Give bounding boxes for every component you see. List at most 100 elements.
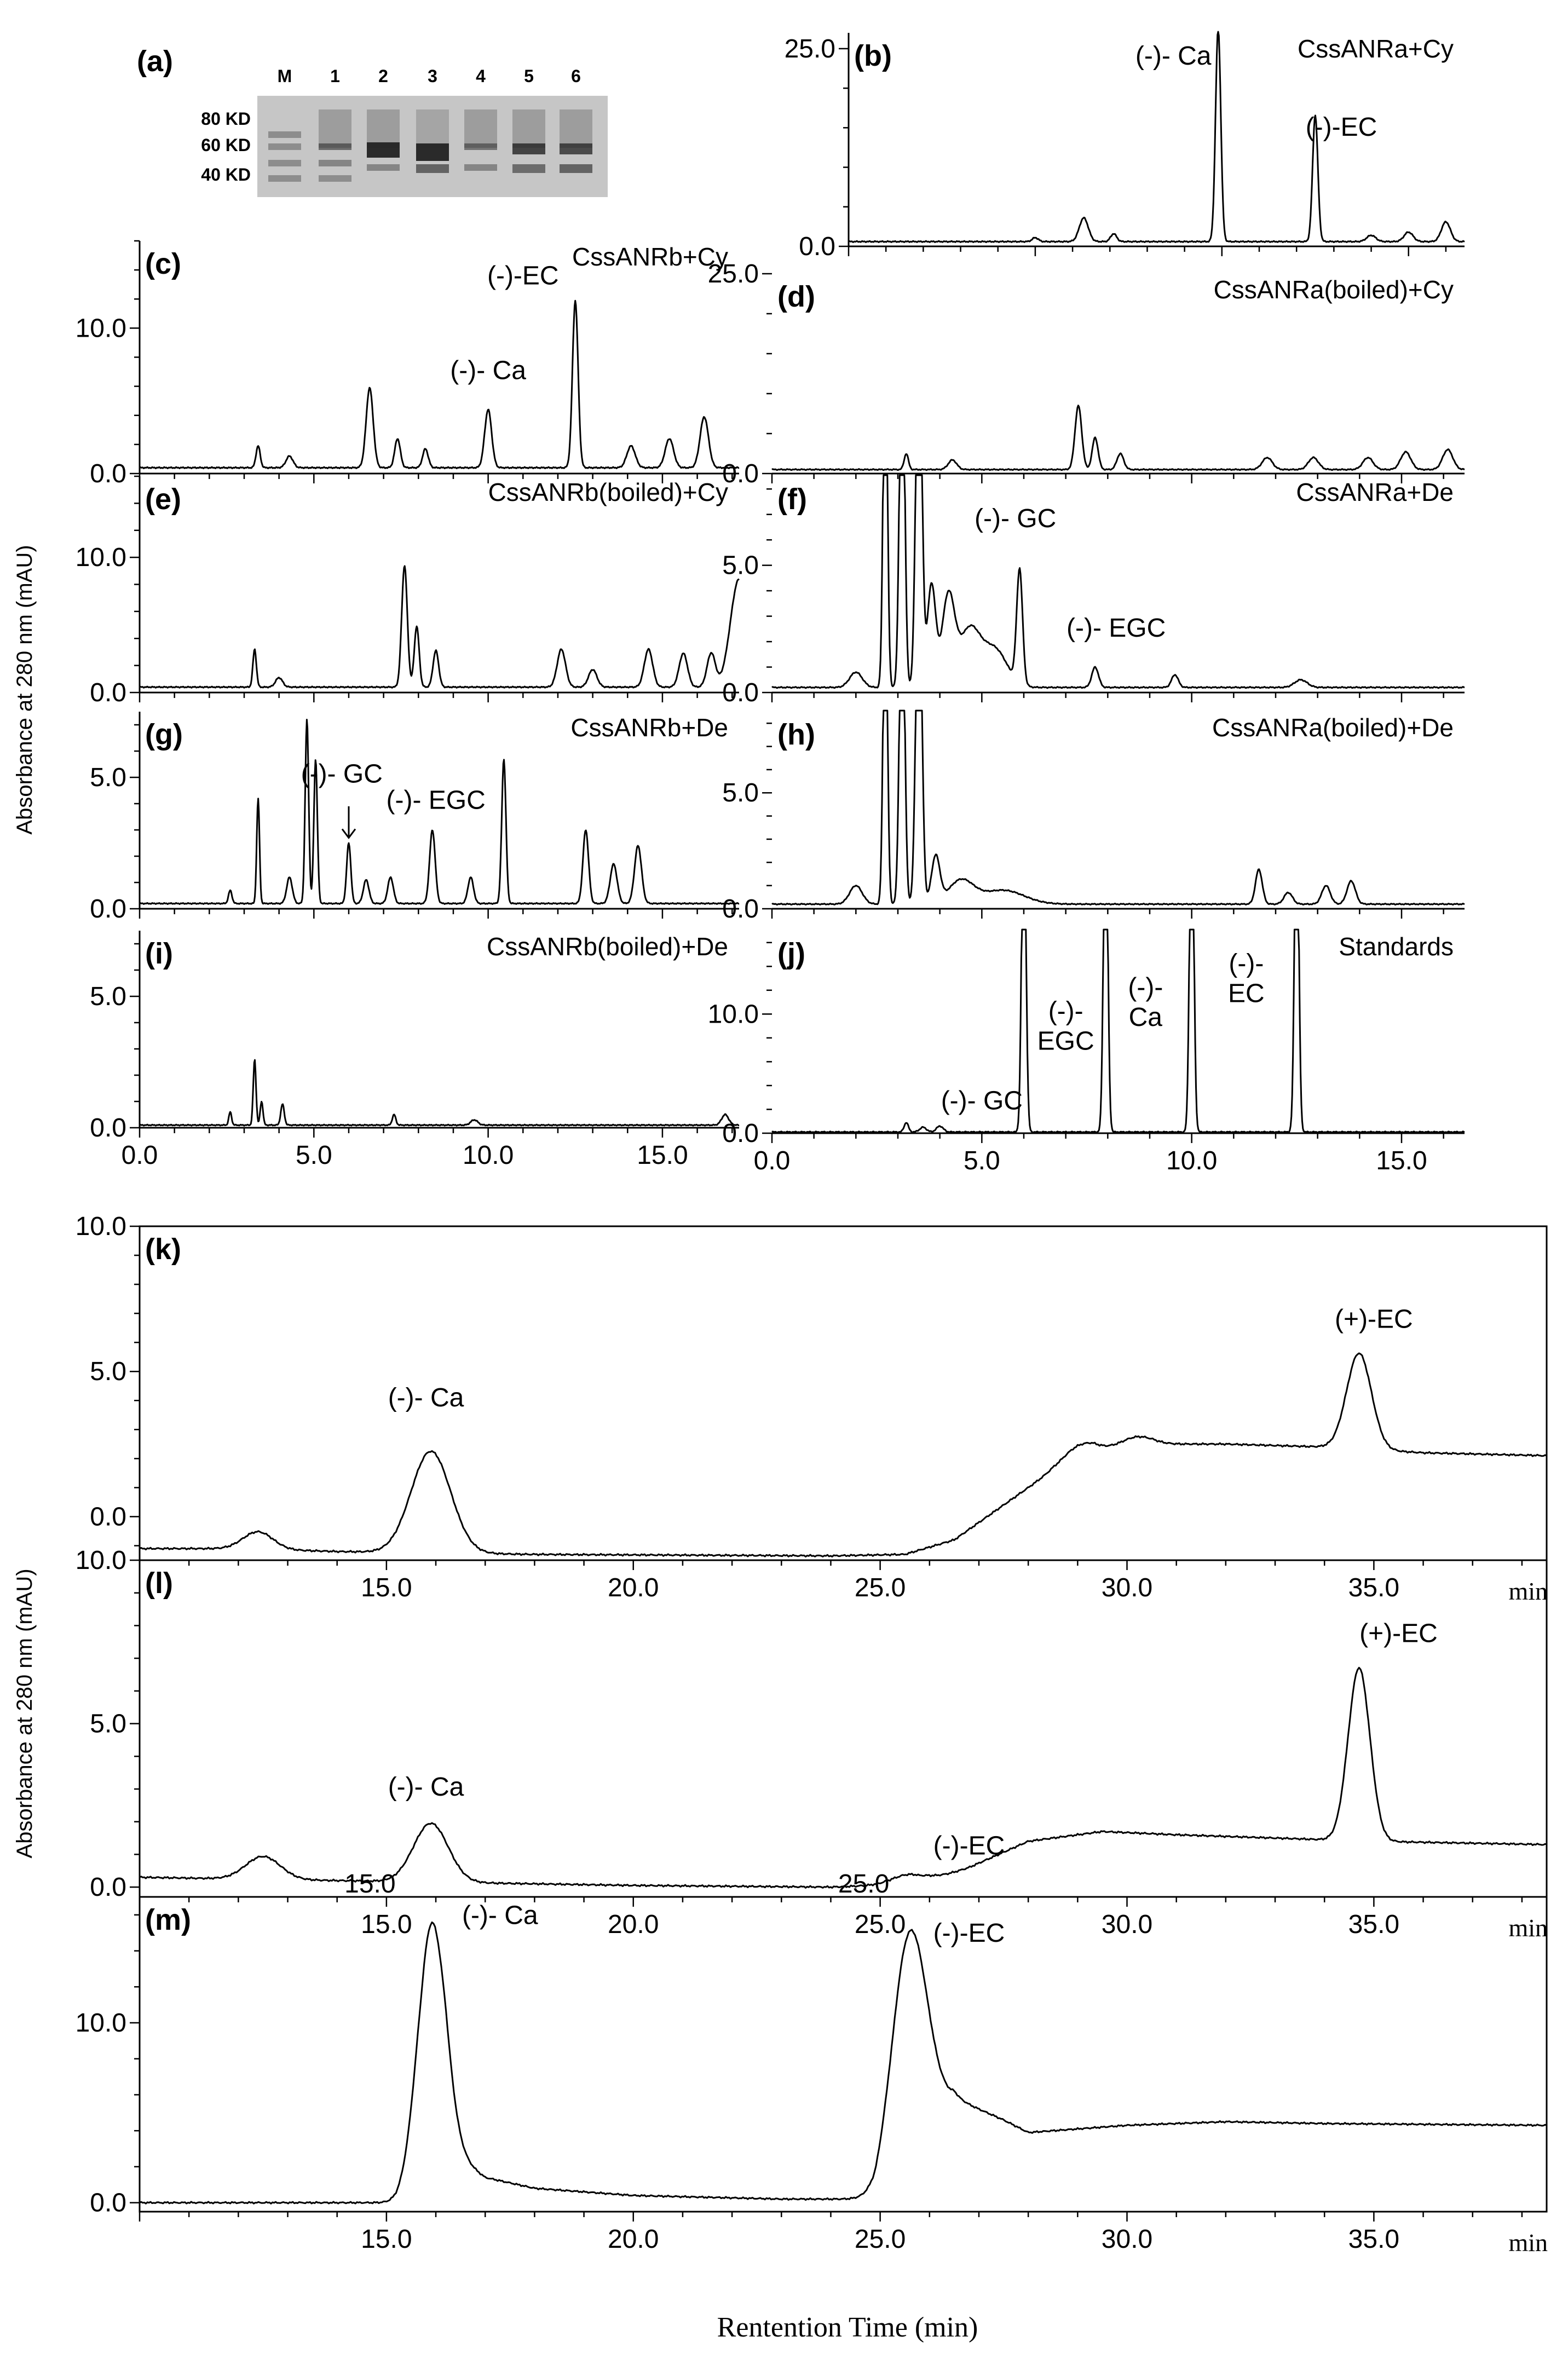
x-tick-label: 30.0 <box>1102 2225 1152 2254</box>
x-tick-label: 25.0 <box>855 2225 906 2254</box>
y-tick-label: 0.0 <box>722 1119 759 1148</box>
sample-label: CssANRa+Cy <box>1298 34 1454 63</box>
x-tick-label: 10.0 <box>1166 1146 1217 1175</box>
gel-lane-labels: M 1 2 3 4 5 6 <box>278 66 581 86</box>
chromatogram-panel-k: 0.0 5.0 10.0 15.0 20.0 25.0 30.0 35.0 min (k) (-)-… <box>76 1212 1548 1605</box>
y-tick-label: 10.0 <box>76 1212 126 1241</box>
x-tick-label: 35.0 <box>1348 1573 1399 1602</box>
chromatogram-trace <box>771 709 1465 906</box>
panel-label: (j) <box>777 937 805 970</box>
y-tick-label: 10.0 <box>76 543 126 572</box>
gel-band <box>512 109 545 148</box>
chromatogram-trace <box>139 1666 1547 1889</box>
peak-annotation: (-)- Ca <box>1135 42 1212 71</box>
gel-lane-5 <box>512 109 545 173</box>
gel-lane-4 <box>464 109 497 171</box>
peak-annotation: EC <box>1228 979 1265 1008</box>
arrow-head <box>341 828 356 839</box>
peak-annotation: (+)-EC <box>1335 1305 1413 1334</box>
y-tick-label: 10.0 <box>76 314 126 343</box>
chromatogram-trace <box>771 405 1465 471</box>
chromatogram-panel-b: 0.0 25.0 (b) CssANRa+Cy (-)- Ca (-)-EC <box>785 31 1465 261</box>
peak-annotation: (-)-EC <box>933 1919 1005 1948</box>
peak-annotation: (-)- Ca <box>388 1383 464 1412</box>
y-tick-label: 5.0 <box>90 1357 126 1386</box>
y-tick-label: 10.0 <box>76 2009 126 2038</box>
chromatogram-panels: 0.025.0 (b) CssANRa+Cy(-)- Ca(-)-EC0.010.0… <box>76 31 1548 2257</box>
peak-annotation: (-)- Ca <box>462 1901 538 1930</box>
gel-lane-6 <box>560 109 592 173</box>
y-tick-label: 5.0 <box>90 982 126 1011</box>
panel-label: (l) <box>145 1567 173 1600</box>
y-tick-label: 25.0 <box>785 34 835 64</box>
chromatogram-trace <box>139 1059 740 1127</box>
y-tick-label: 0.0 <box>90 2189 126 2218</box>
chromatogram-trace <box>771 928 1465 1134</box>
x-tick-label: 20.0 <box>608 1573 659 1602</box>
sample-label: CssANRa+De <box>1296 478 1454 506</box>
peak-annotation: (-)- Ca <box>450 356 526 385</box>
gel-band <box>319 143 351 150</box>
x-unit-label: min <box>1508 1914 1548 1942</box>
peak-annotation: (-)- Ca <box>388 1773 464 1802</box>
gel-lane-label: 3 <box>428 66 437 86</box>
peak-annotation: Ca <box>1129 1003 1163 1032</box>
x-tick-label: 10.0 <box>463 1141 514 1170</box>
chromatogram-panel-f: 0.0 5.0 (f) CssANRa+De (-)- GC (-)- EGC <box>722 474 1465 707</box>
gel-band <box>268 131 301 138</box>
gel-lane-label: 5 <box>524 66 534 86</box>
x-tick-label: 30.0 <box>1102 1573 1152 1602</box>
chromatogram-trace <box>139 1921 1547 2205</box>
x-tick-label: 15.0 <box>1376 1146 1427 1175</box>
x-tick-label: 15.0 <box>361 1573 412 1602</box>
x-tick-label: 0.0 <box>122 1141 158 1170</box>
gel-lanes <box>268 109 592 182</box>
peak-annotation: (-)- GC <box>975 504 1056 533</box>
x-tick-label-top: 25.0 <box>838 1870 889 1899</box>
sample-label: CssANRa(boiled)+De <box>1212 713 1454 742</box>
y-axis-label-lower: Absorbance at 280 nm (mAU) <box>13 1568 37 1858</box>
gel-band <box>512 143 545 154</box>
gel-lane-label: 1 <box>330 66 340 86</box>
gel-band <box>560 164 592 173</box>
sample-label: CssANRa(boiled)+Cy <box>1214 275 1454 304</box>
peak-annotation: (-)- EGC <box>386 786 485 815</box>
gel-band <box>367 109 400 148</box>
x-tick-label: 25.0 <box>855 1910 906 1939</box>
y-tick-label: 5.0 <box>722 778 759 807</box>
gel-band <box>416 143 449 161</box>
sds-page-gel-panel: (a) M 1 2 3 4 5 6 80 KD 60 KD 40 KD <box>137 45 608 197</box>
x-unit-label: min <box>1508 2229 1548 2257</box>
chromatogram-trace <box>848 31 1465 243</box>
y-tick-label: 10.0 <box>708 1000 759 1029</box>
chromatogram-panel-d: 0.0 25.0 (d) CssANRa(boiled)+Cy <box>708 259 1465 488</box>
sample-label: CssANRb+Cy <box>572 243 728 271</box>
peak-annotation: (-)-EC <box>487 262 559 291</box>
gel-band <box>319 160 351 166</box>
panel-label: (e) <box>145 483 181 516</box>
chromatogram-panel-i: 0.0 5.0 0.0 5.0 10.0 15.0 (i) CssANRb(boiled)+D… <box>90 931 740 1170</box>
panel-label: (c) <box>145 247 181 280</box>
gel-lane-1 <box>319 109 351 182</box>
y-tick-label: 5.0 <box>722 551 759 580</box>
x-tick-label: 15.0 <box>637 1141 688 1170</box>
chromatogram-trace <box>139 1352 1547 1557</box>
panel-label: (m) <box>145 1903 191 1936</box>
gel-lane-label: 2 <box>378 66 388 86</box>
y-tick-label: 0.0 <box>90 459 126 488</box>
gel-band <box>464 109 497 148</box>
chromatogram-trace <box>139 565 740 689</box>
y-tick-label: 0.0 <box>90 895 126 924</box>
y-tick-label: 5.0 <box>90 763 126 792</box>
y-tick-label: 0.0 <box>722 459 759 488</box>
y-tick-label: 0.0 <box>90 1113 126 1143</box>
panel-label: (d) <box>777 280 815 313</box>
gel-lane-3 <box>416 109 449 173</box>
chromatogram-panel-g: 0.0 5.0 (g) CssANRb+De (-)- GC(-)- EGC <box>90 712 740 924</box>
panel-label: (h) <box>777 718 815 751</box>
y-tick-label: 0.0 <box>722 895 759 924</box>
peak-annotation: EGC <box>1037 1027 1094 1056</box>
sample-label: CssANRb(boiled)+De <box>487 932 728 961</box>
gel-lane-0 <box>268 131 301 182</box>
